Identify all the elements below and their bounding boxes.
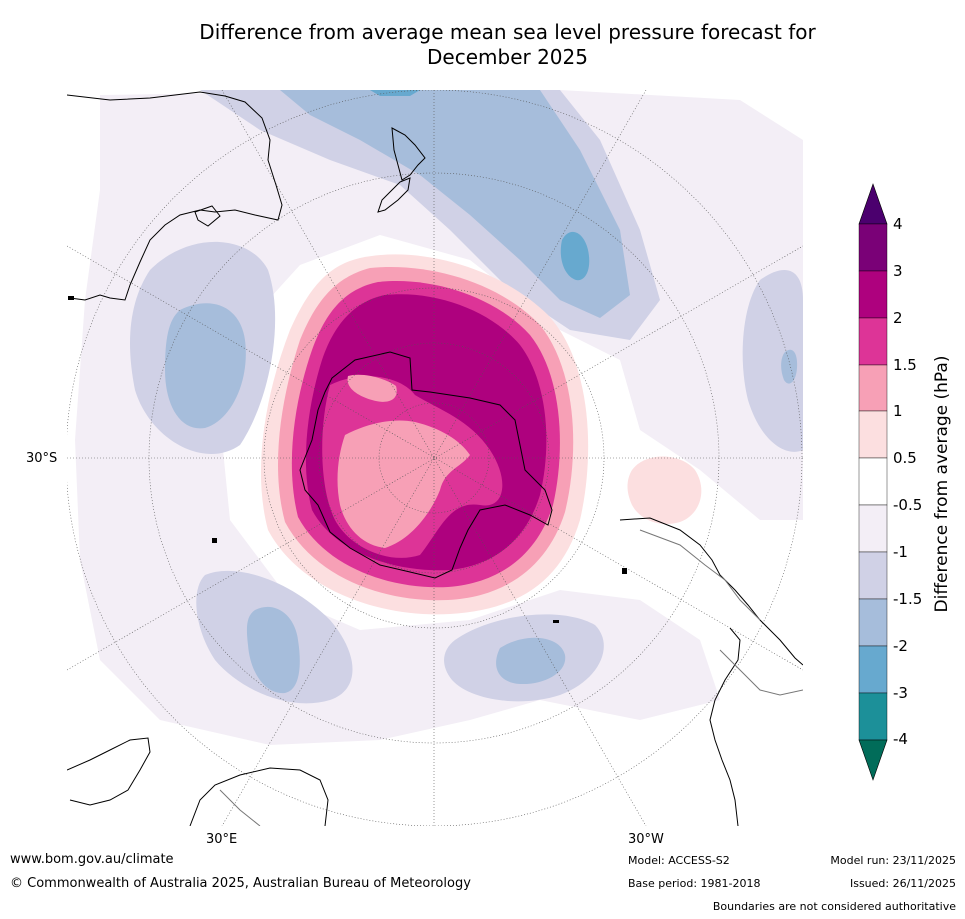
graticule <box>67 90 803 826</box>
colorbar-bin-3-4 <box>858 223 888 272</box>
contour-neg-1-5-southeast <box>496 637 566 685</box>
colorbar-tick-label: 2 <box>893 309 903 327</box>
colorbar-bin-1-5-2 <box>858 317 888 366</box>
island-2 <box>553 620 559 623</box>
colorbar-title: Difference from average (hPa) <box>932 355 952 613</box>
coastlines <box>67 91 803 826</box>
contour-neg-1-5-southwest <box>246 606 300 694</box>
south-america-coastline <box>619 517 803 666</box>
colorbar-bin-neg-3-4 <box>858 692 888 741</box>
boundaries <box>219 529 803 826</box>
colorbar-tick-label: 0.5 <box>893 449 917 467</box>
south-america-coastline-2 <box>709 627 741 826</box>
colorbar-bin-neg-2-3 <box>858 645 888 694</box>
meridian-60 <box>67 245 803 671</box>
footer-website: www.bom.gov.au/climate <box>10 852 174 867</box>
footer-copyright: © Commonwealth of Australia 2025, Austra… <box>10 876 471 891</box>
lon-label-30e: 30°E <box>206 832 238 847</box>
title-line-2: December 2025 <box>427 45 588 69</box>
colorbar-tick-label: -4 <box>893 730 908 748</box>
footer-disclaimer: Boundaries are not considered authoritat… <box>712 900 956 913</box>
colorbar-bin-1-1-5 <box>858 364 888 412</box>
island-1 <box>212 538 217 543</box>
new-zealand-south-coastline <box>377 177 411 213</box>
meridian-150 <box>221 90 647 826</box>
lat-label-30s: 30°S <box>26 451 58 466</box>
lon-label-30w: 30°W <box>628 832 664 847</box>
meridian-120 <box>67 245 803 671</box>
footer-model-run: Model run: 23/11/2025 <box>830 854 956 867</box>
colorbar-tick-label: -1 <box>893 543 908 561</box>
new-zealand-north-coastline <box>391 127 426 181</box>
island-4 <box>68 296 74 300</box>
boundary-line-2 <box>719 649 803 696</box>
colorbar-bin-neg-1-1-5 <box>858 551 888 600</box>
chart-title: Difference from average mean sea level p… <box>100 20 915 70</box>
colorbar-cap-top <box>858 183 888 225</box>
footer-model: Model: ACCESS-S2 <box>628 854 730 867</box>
boundary-line-1 <box>639 529 761 621</box>
colorbar-bin-0-5-1 <box>858 410 888 459</box>
tasmania-coastline <box>194 205 221 227</box>
contour-neg-1-5-upper <box>280 90 630 318</box>
australia-coastline <box>67 91 283 301</box>
colorbar <box>858 183 888 781</box>
colorbar-tick-label: 4 <box>893 215 903 233</box>
colorbar-tick-label: 1 <box>893 402 903 420</box>
colorbar-tick-label: -1.5 <box>893 590 923 608</box>
contour-neg-2-upper <box>560 231 590 281</box>
colorbar-bin-neg-0-5-1 <box>858 504 888 553</box>
boundary-line-3 <box>219 789 261 826</box>
footer-base-period: Base period: 1981-2018 <box>628 877 761 890</box>
contour-neg-2-top <box>370 90 420 96</box>
contour-neg-1-east <box>742 269 803 452</box>
colorbar-tick-label: -3 <box>893 684 908 702</box>
island-3 <box>622 568 627 574</box>
colorbar-cap-bottom <box>858 739 888 781</box>
colorbar-tick-label: -2 <box>893 637 908 655</box>
colorbar-bin-2-3 <box>858 270 888 319</box>
contour-pos-1-inner-west <box>347 374 397 402</box>
madagascar-coastline <box>189 767 329 826</box>
contour-neg-1-5-east <box>781 349 798 384</box>
islands <box>68 296 627 623</box>
colorbar-bin-neg-1-5-2 <box>858 598 888 647</box>
antarctica-coastline <box>299 351 553 579</box>
contour-pos-0-5-east <box>627 456 702 525</box>
colorbar-tick-label: -0.5 <box>893 496 923 514</box>
map-area <box>67 90 803 826</box>
footer-issued: Issued: 26/11/2025 <box>849 877 956 890</box>
title-line-1: Difference from average mean sea level p… <box>199 20 816 44</box>
colorbar-tick-label: 1.5 <box>893 356 917 374</box>
contour-neg-1-5-west <box>165 303 246 429</box>
africa-coastline <box>67 737 151 806</box>
colorbar-bin-neutral <box>858 457 888 506</box>
contour-pos-1-inner <box>337 420 470 548</box>
colorbar-tick-label: 3 <box>893 262 903 280</box>
meridian-30 <box>221 90 647 826</box>
